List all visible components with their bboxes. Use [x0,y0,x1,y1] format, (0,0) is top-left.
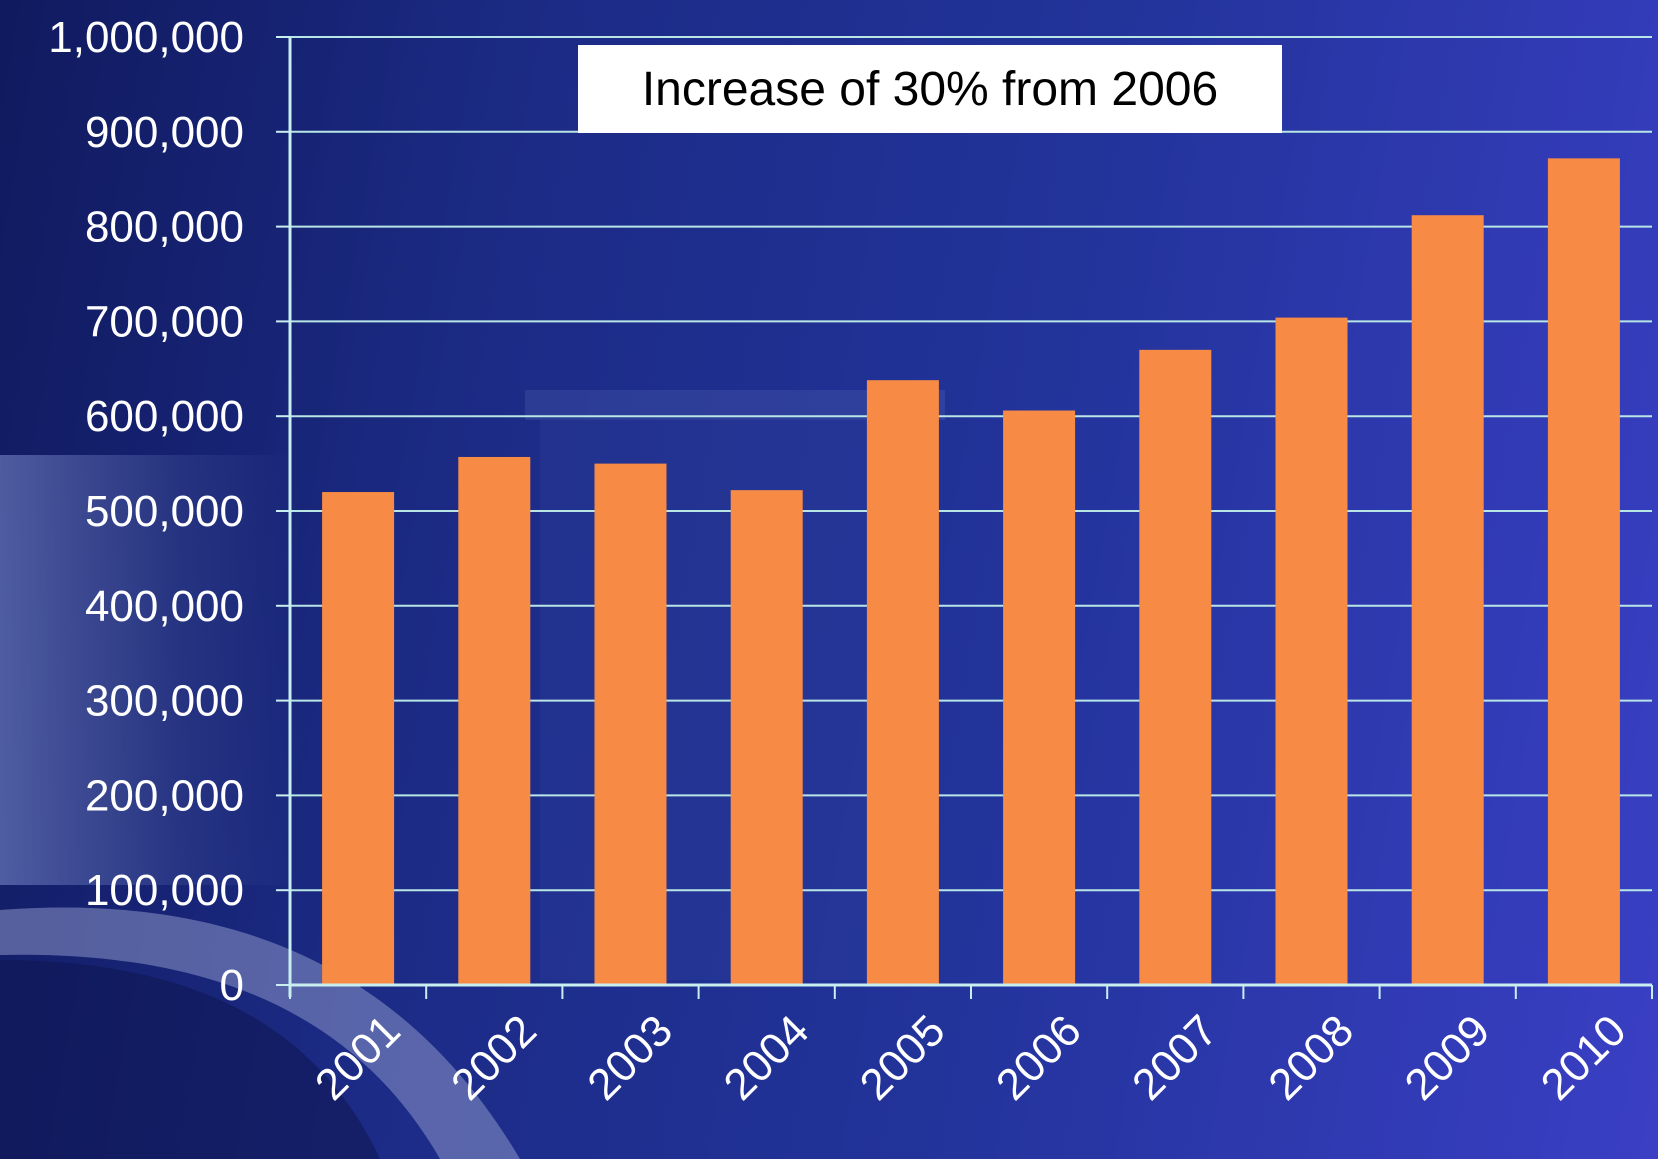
bar-2001 [322,492,395,985]
bar-2008 [1275,317,1348,985]
x-tick-label: 2006 [987,1006,1091,1110]
bar-2006 [1003,410,1076,986]
y-tick-label: 0 [220,961,244,1010]
annotation-text: Increase of 30% from 2006 [641,62,1219,116]
x-tick-label: 2009 [1396,1006,1500,1110]
bar-2002 [458,456,531,985]
x-tick-labels: 2001 2002 2003 2004 2005 2006 2007 2008 2009 2010 [306,1006,1636,1110]
axes [276,36,1653,999]
y-tick-label: 900,000 [85,108,244,157]
bar-2007 [1139,349,1212,986]
y-tick-label: 200,000 [85,771,244,820]
bar-2003 [594,463,667,986]
x-tick-label: 2003 [578,1006,682,1110]
bar-2004 [730,490,803,985]
y-tick-labels: 0 100,000 200,000 300,000 400,000 500,000 600,… [48,13,244,1010]
annotation-box: Increase of 30% from 2006 [578,45,1282,133]
x-tick-label: 2005 [851,1006,955,1110]
bars [322,158,1620,986]
y-tick-label: 1,000,000 [48,13,244,62]
bar-2010 [1547,158,1620,985]
y-tick-label: 700,000 [85,297,244,346]
x-tick-label: 2010 [1532,1006,1636,1110]
y-tick-label: 800,000 [85,203,244,252]
x-tick-label: 2002 [442,1006,546,1110]
y-tick-label: 100,000 [85,866,244,915]
y-tick-label: 400,000 [85,582,244,631]
y-tick-label: 600,000 [85,392,244,441]
bar-2005 [866,380,939,985]
y-tick-label: 500,000 [85,487,244,536]
x-tick-label: 2007 [1123,1006,1227,1110]
x-tick-label: 2004 [715,1006,819,1110]
y-tick-label: 300,000 [85,677,244,726]
x-tick-label: 2001 [306,1006,410,1110]
bar-2009 [1411,215,1484,985]
x-tick-label: 2008 [1259,1006,1363,1110]
